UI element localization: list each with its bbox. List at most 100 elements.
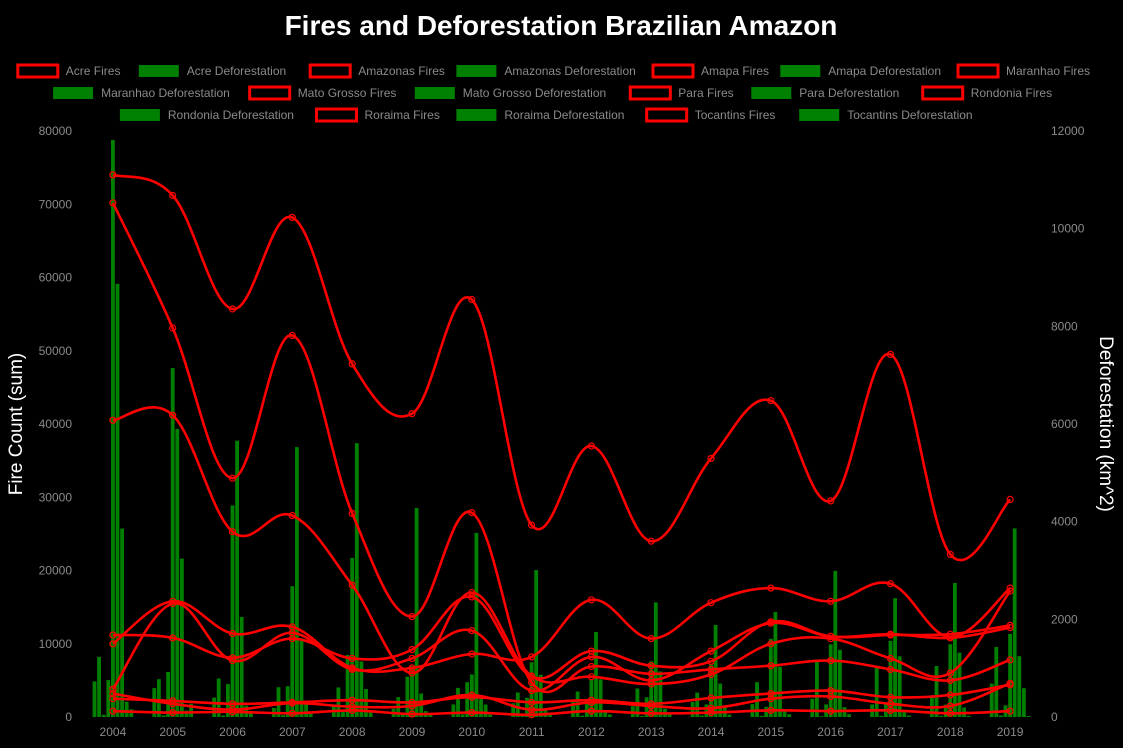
legend-swatch-para-deforestation[interactable] bbox=[751, 87, 792, 99]
point-roraima-fires bbox=[767, 695, 775, 703]
bar-acre-deforestation bbox=[810, 698, 815, 717]
point-amapa-fires bbox=[527, 711, 536, 719]
point-roraima-fires bbox=[707, 704, 715, 712]
bar-amapa-deforestation bbox=[699, 715, 704, 717]
x-tick-label: 2010 bbox=[458, 725, 485, 739]
point-rondonia-fires bbox=[527, 672, 536, 680]
bar-amapa-deforestation bbox=[341, 712, 345, 717]
point-maranhao-fires bbox=[169, 634, 177, 642]
y-left-tick-label: 30000 bbox=[39, 490, 73, 504]
x-tick-label: 2016 bbox=[817, 725, 844, 739]
line-maranhao-fires bbox=[112, 595, 1011, 680]
y-left-tick-label: 70000 bbox=[39, 197, 73, 211]
point-tocantins-fires bbox=[1006, 584, 1014, 592]
legend-label-mato-grosso-fires[interactable]: Mato Grosso Fires bbox=[298, 86, 397, 100]
legend-swatch-mato-grosso-deforestation[interactable] bbox=[414, 87, 455, 99]
bar-para-deforestation bbox=[354, 443, 359, 717]
bar-mato-grosso-deforestation bbox=[888, 640, 893, 717]
legend-swatch-amazonas-fires bbox=[308, 63, 352, 79]
legend-label-acre-deforestation[interactable]: Acre Deforestation bbox=[187, 64, 286, 78]
point-roraima-fires bbox=[109, 689, 117, 698]
legend-label-tocantins-deforestation[interactable]: Tocantins Deforestation bbox=[847, 108, 972, 122]
legend-label-para-fires[interactable]: Para Fires bbox=[678, 86, 733, 100]
bar-amazonas-deforestation bbox=[874, 668, 879, 717]
point-para-fires bbox=[527, 521, 536, 529]
legend-label-amapa-deforestation[interactable]: Amapa Deforestation bbox=[828, 64, 941, 78]
point-acre-fires bbox=[707, 694, 715, 702]
point-para-fires bbox=[707, 454, 715, 462]
bar-amapa-deforestation bbox=[759, 715, 764, 717]
bar-para-deforestation bbox=[594, 632, 598, 717]
point-para-fires bbox=[288, 213, 296, 221]
bar-maranhao-deforestation bbox=[465, 682, 470, 717]
bar-tocantins-deforestation bbox=[368, 711, 373, 717]
legend: Acre Fires Acre Deforestation Amazonas Fir… bbox=[16, 63, 1090, 123]
legend-label-para-deforestation[interactable]: Para Deforestation bbox=[799, 86, 899, 100]
bar-mato-grosso-deforestation bbox=[170, 368, 175, 717]
point-roraima-fires bbox=[527, 706, 536, 714]
bar-amapa-deforestation bbox=[221, 715, 226, 717]
y-axis-right-title: Deforestation (km^2) bbox=[1095, 336, 1116, 512]
legend-label-roraima-deforestation[interactable]: Roraima Deforestation bbox=[504, 108, 624, 122]
legend-swatch-acre-deforestation[interactable] bbox=[138, 65, 179, 77]
legend-swatch-maranhao-deforestation[interactable] bbox=[53, 87, 94, 99]
bar-tocantins-deforestation bbox=[787, 714, 792, 717]
legend-label-amazonas-deforestation[interactable]: Amazonas Deforestation bbox=[504, 64, 635, 78]
bar-maranhao-deforestation bbox=[405, 676, 410, 717]
point-amapa-fires bbox=[707, 708, 715, 717]
point-maranhao-fires bbox=[647, 662, 655, 670]
bar-amazonas-deforestation bbox=[695, 692, 700, 717]
point-roraima-fires bbox=[1006, 679, 1014, 687]
bar-amapa-deforestation bbox=[400, 713, 405, 717]
point-tocantins-fires bbox=[527, 653, 536, 661]
legend-swatch-tocantins-deforestation[interactable] bbox=[799, 109, 840, 121]
bar-maranhao-deforestation bbox=[704, 704, 709, 717]
point-rondonia-fires bbox=[647, 680, 655, 688]
x-tick-label: 2014 bbox=[698, 725, 725, 739]
legend-swatch-amazonas-deforestation[interactable] bbox=[456, 65, 497, 77]
legend-label-maranhao-fires[interactable]: Maranhao Fires bbox=[1006, 64, 1090, 78]
legend-label-rondonia-deforestation[interactable]: Rondonia Deforestation bbox=[168, 108, 294, 122]
point-mato-grosso-fires bbox=[946, 676, 954, 685]
point-mato-grosso-fires bbox=[228, 474, 237, 482]
legend-label-acre-fires[interactable]: Acre Fires bbox=[66, 64, 121, 78]
line-amapa-fires bbox=[112, 709, 1011, 717]
bar-amazonas-deforestation bbox=[994, 647, 999, 717]
point-amazonas-fires bbox=[408, 654, 416, 663]
point-tocantins-fires bbox=[647, 634, 655, 643]
legend-label-amazonas-fires[interactable]: Amazonas Fires bbox=[358, 64, 445, 78]
bar-acre-deforestation bbox=[571, 702, 575, 717]
legend-label-tocantins-fires[interactable]: Tocantins Fires bbox=[695, 108, 776, 122]
bar-roraima-deforestation bbox=[1022, 688, 1026, 717]
point-rondonia-fires bbox=[288, 511, 296, 520]
legend-swatch-amapa-deforestation[interactable] bbox=[780, 65, 821, 77]
y-left-tick-label: 50000 bbox=[39, 344, 73, 358]
point-roraima-fires bbox=[169, 700, 177, 708]
bar-para-deforestation bbox=[235, 440, 239, 717]
bar-tocantins-deforestation bbox=[428, 714, 433, 717]
point-mato-grosso-fires bbox=[169, 324, 177, 332]
point-mato-grosso-fires bbox=[647, 670, 655, 678]
bar-acre-deforestation bbox=[930, 695, 934, 717]
legend-label-amapa-fires[interactable]: Amapa Fires bbox=[701, 64, 769, 78]
point-rondonia-fires bbox=[767, 640, 775, 648]
legend-label-mato-grosso-deforestation[interactable]: Mato Grosso Deforestation bbox=[463, 86, 606, 100]
legend-label-maranhao-deforestation[interactable]: Maranhao Deforestation bbox=[101, 86, 230, 100]
y-axis-left-ticks: 0 10000 20000 30000 40000 50000 60000 70000 8000… bbox=[39, 124, 73, 724]
point-rondonia-fires bbox=[827, 634, 835, 643]
legend-swatch-rondonia-deforestation[interactable] bbox=[119, 109, 160, 121]
legend-swatch-maranhao-fires bbox=[956, 63, 1000, 79]
legend-swatch-roraima-deforestation[interactable] bbox=[456, 109, 497, 121]
point-mato-grosso-fires bbox=[886, 665, 895, 674]
bar-rondonia-deforestation bbox=[897, 656, 902, 717]
bar-rondonia-deforestation bbox=[180, 558, 184, 717]
legend-label-rondonia-fires[interactable]: Rondonia Fires bbox=[971, 86, 1052, 100]
bar-acre-deforestation bbox=[92, 681, 97, 717]
bar-amapa-deforestation bbox=[161, 715, 166, 717]
bar-rondonia-deforestation bbox=[239, 616, 244, 717]
point-maranhao-fires bbox=[228, 654, 237, 662]
legend-label-roraima-fires[interactable]: Roraima Fires bbox=[365, 108, 440, 122]
y-right-tick-label: 2000 bbox=[1051, 612, 1078, 626]
point-mato-grosso-fires bbox=[1006, 656, 1014, 664]
point-maranhao-fires bbox=[348, 654, 356, 663]
